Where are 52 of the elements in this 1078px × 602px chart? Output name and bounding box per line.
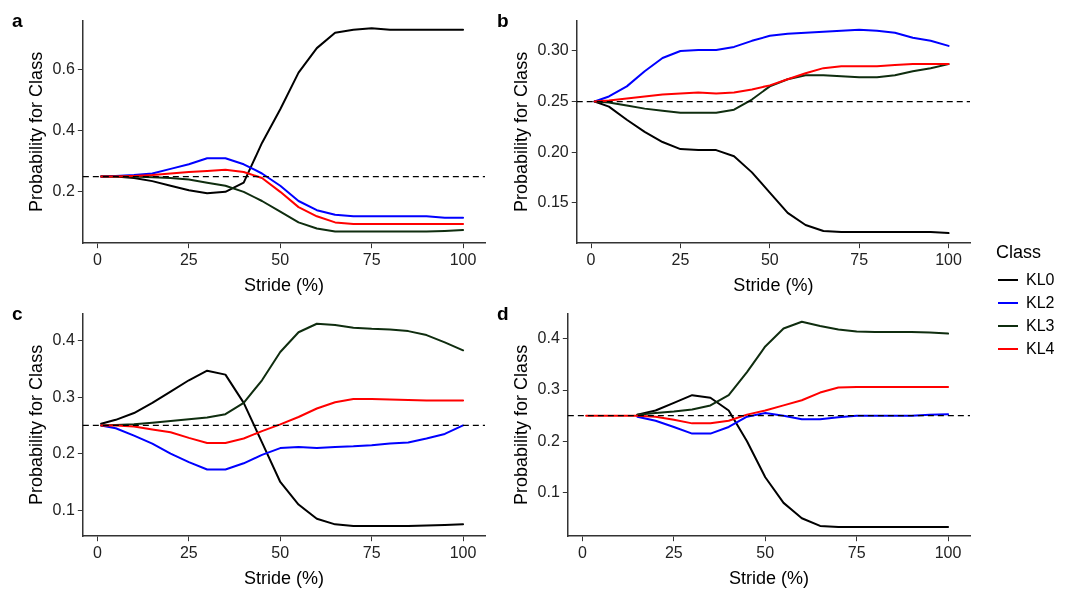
x-tick-label: 100 [449, 251, 477, 269]
chart-title: c [12, 303, 23, 325]
x-tick-label: 0 [586, 251, 596, 269]
x-tick-label: 75 [847, 544, 866, 562]
y-tick-label: 0.4 [52, 331, 75, 349]
y-tick-label: 0.3 [537, 380, 560, 398]
x-tick-label: 100 [449, 544, 477, 562]
x-tick-label: 100 [935, 251, 962, 269]
y-tick-label: 0.1 [537, 483, 560, 501]
legend-label: KL4 [1026, 340, 1055, 358]
legend-title: Class [996, 241, 1042, 263]
x-tick-label: 75 [362, 251, 381, 269]
x-tick-label: 50 [271, 251, 290, 269]
y-axis-title: Probability for Class [25, 344, 46, 505]
y-tick-label: 0.2 [52, 444, 75, 462]
chart-title: a [12, 10, 23, 32]
x-tick-label: 25 [179, 544, 198, 562]
y-tick-label: 0.2 [52, 182, 75, 200]
y-tick-label: 0.2 [537, 431, 560, 449]
y-axis-title: Probability for Class [510, 344, 531, 505]
y-tick-label: 0.30 [537, 41, 569, 59]
x-tick-label: 50 [760, 251, 779, 269]
y-tick-label: 0.6 [52, 59, 75, 77]
x-tick-label: 0 [93, 251, 103, 269]
x-tick-label: 75 [362, 544, 381, 562]
x-tick-label: 25 [179, 251, 198, 269]
x-axis-title: Stride (%) [243, 275, 324, 296]
chart-title: b [497, 10, 509, 32]
x-tick-label: 50 [756, 544, 775, 562]
x-tick-label: 0 [578, 544, 588, 562]
x-axis-title: Stride (%) [243, 568, 324, 589]
x-tick-label: 75 [850, 251, 869, 269]
y-axis-title: Probability for Class [25, 51, 46, 212]
y-axis-title: Probability for Class [510, 51, 531, 212]
x-tick-label: 100 [934, 544, 962, 562]
y-tick-label: 0.1 [52, 500, 75, 518]
y-tick-label: 0.25 [537, 91, 569, 109]
chart-title: d [497, 303, 509, 325]
y-tick-label: 0.15 [537, 193, 569, 211]
y-tick-label: 0.4 [537, 329, 560, 347]
y-tick-label: 0.3 [52, 387, 75, 405]
x-tick-label: 25 [671, 251, 690, 269]
x-tick-label: 25 [664, 544, 683, 562]
x-axis-title: Stride (%) [733, 275, 814, 296]
y-tick-label: 0.4 [52, 121, 75, 139]
x-tick-label: 0 [93, 544, 103, 562]
legend-label: KL0 [1026, 271, 1055, 289]
legend-label: KL3 [1026, 317, 1055, 335]
y-tick-label: 0.20 [537, 142, 569, 160]
legend-label: KL2 [1026, 294, 1055, 312]
x-axis-title: Stride (%) [728, 568, 809, 589]
x-tick-label: 50 [271, 544, 290, 562]
